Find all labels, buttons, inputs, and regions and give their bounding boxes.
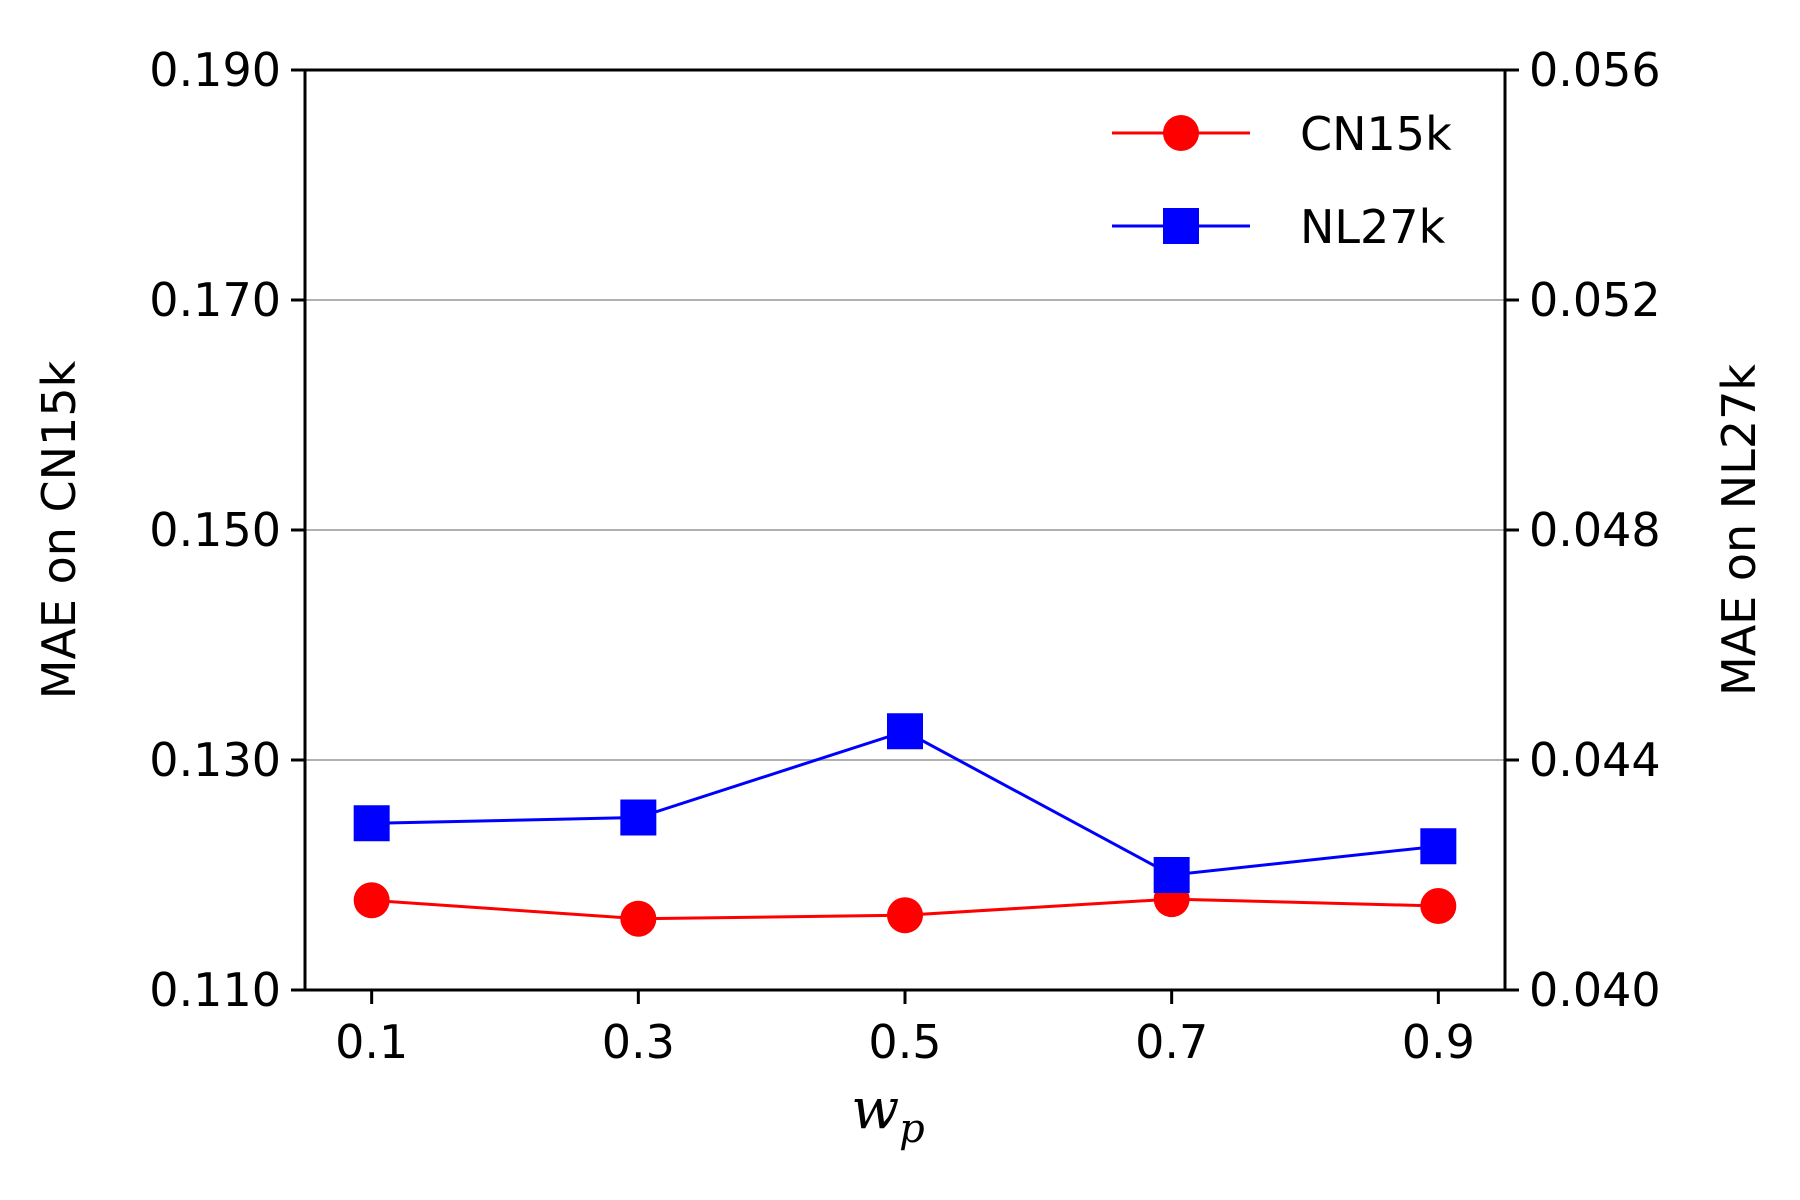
y-left-tick-label-4: 0.190 (149, 43, 281, 97)
x-tick-label-0: 0.1 (335, 1015, 408, 1069)
legend-background (1090, 90, 1490, 270)
x-tick-label-3: 0.7 (1135, 1015, 1208, 1069)
point-nl27k-2 (887, 713, 923, 750)
point-nl27k-3 (1153, 857, 1190, 893)
point-nl27k-4 (1420, 828, 1457, 865)
y-right-tick-label-0: 0.040 (1529, 963, 1661, 1017)
series-layer (353, 713, 1457, 937)
point-cn15k-0 (353, 882, 390, 919)
legend-marker-cn15k (1163, 115, 1199, 151)
legend-marker-nl27k (1163, 208, 1199, 244)
series-line-nl27k (371, 729, 1439, 877)
legend: CN15k NL27k (1090, 90, 1490, 270)
point-cn15k-2 (887, 897, 923, 934)
x-axis-title: wp (851, 1077, 925, 1152)
point-cn15k-4 (1420, 888, 1457, 925)
point-nl27k-0 (353, 805, 390, 842)
y-left-tick-label-2: 0.150 (149, 503, 281, 557)
y-left-tick-label-3: 0.170 (149, 273, 281, 327)
point-cn15k-1 (620, 900, 657, 937)
y-right-tick-label-4: 0.056 (1529, 43, 1661, 97)
y-right-tick-label-2: 0.048 (1529, 503, 1661, 557)
y-left-tick-label-1: 0.130 (149, 733, 281, 787)
x-tick-label-4: 0.9 (1402, 1015, 1475, 1069)
legend-label-cn15k: CN15k (1300, 107, 1452, 161)
y-axis-right-title: MAE on NL27k (1712, 364, 1766, 696)
y-axis-left-title: MAE on CN15k (32, 360, 86, 699)
y-right-tick-label-1: 0.044 (1529, 733, 1661, 787)
y-right-tick-label-3: 0.052 (1529, 273, 1661, 327)
x-axis-title-subscript: p (899, 1106, 925, 1152)
y-left-tick-label-0: 0.110 (149, 963, 281, 1017)
x-tick-label-1: 0.3 (602, 1015, 675, 1069)
legend-label-nl27k: NL27k (1300, 200, 1446, 254)
x-tick-label-2: 0.5 (868, 1015, 941, 1069)
x-axis-title-main: w (851, 1077, 899, 1142)
axes-layer: 0.110 0.130 0.150 0.170 0.190 0.040 0.044 0.048… (149, 43, 1660, 1069)
point-nl27k-1 (620, 799, 657, 836)
gridlines (305, 299, 1505, 761)
